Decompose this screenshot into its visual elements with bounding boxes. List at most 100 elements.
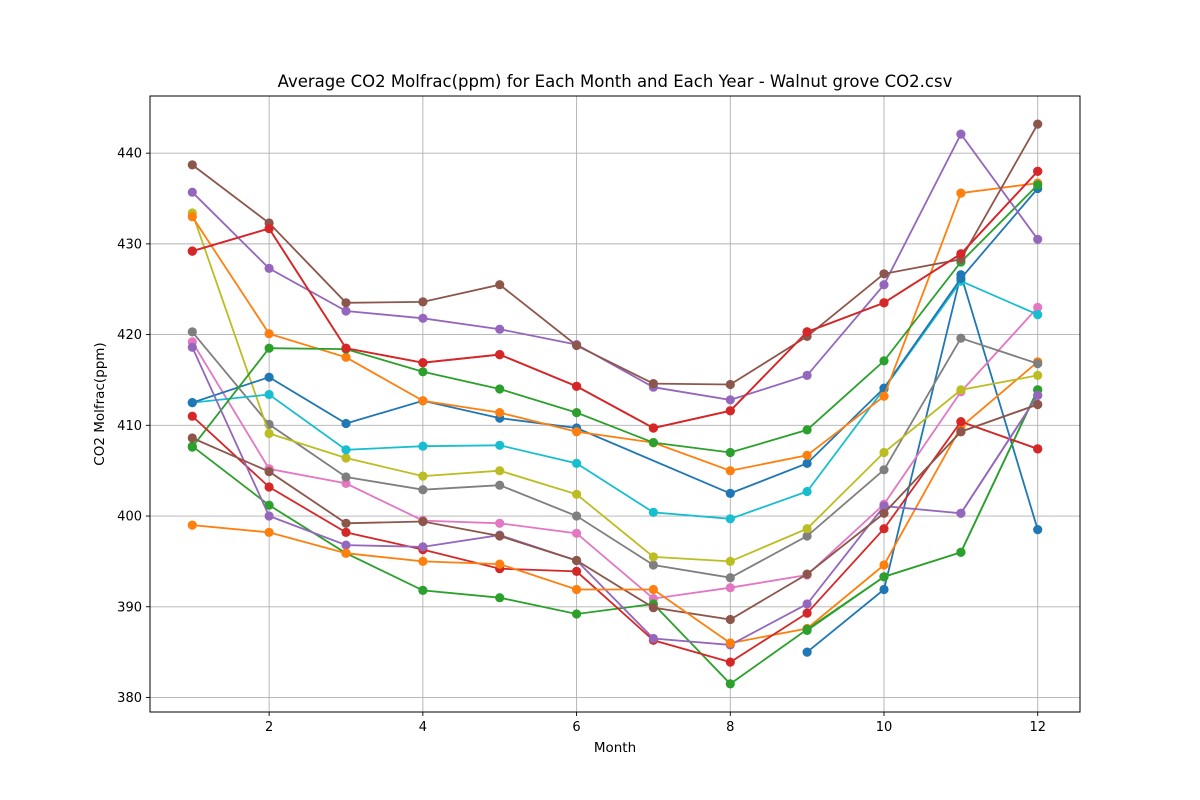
- data-point: [725, 488, 735, 498]
- series-line: [192, 170, 1039, 429]
- data-point: [879, 280, 889, 290]
- data-point: [341, 445, 351, 455]
- data-point: [725, 406, 735, 416]
- data-point: [956, 385, 966, 395]
- data-point: [648, 552, 659, 562]
- data-point: [264, 527, 274, 538]
- data-point: [879, 298, 889, 308]
- data-point: [956, 333, 966, 343]
- data-point: [648, 379, 659, 389]
- data-point: [725, 447, 735, 458]
- data-point: [341, 472, 351, 482]
- data-point: [1033, 444, 1043, 454]
- data-point: [572, 584, 582, 595]
- series-line: [192, 524, 731, 644]
- y-tick-label: 410: [117, 419, 142, 434]
- data-point: [648, 507, 659, 517]
- data-point: [187, 433, 197, 443]
- data-point: [572, 566, 582, 577]
- series-line: [191, 212, 1038, 563]
- data-point: [725, 657, 735, 667]
- data-point: [956, 417, 966, 427]
- data-point: [187, 160, 197, 170]
- chart-title: Average CO2 Molfrac(ppm) for Each Month …: [278, 72, 953, 91]
- data-point: [879, 465, 889, 475]
- data-point: [187, 441, 197, 451]
- data-point: [418, 556, 428, 567]
- data-point: [802, 327, 812, 337]
- data-point: [802, 608, 812, 618]
- data-point: [572, 408, 582, 418]
- data-point: [495, 559, 505, 569]
- series-21: [187, 520, 735, 648]
- data-point: [802, 624, 812, 635]
- data-point: [187, 212, 197, 222]
- series-line: [191, 403, 1039, 621]
- series-line: [191, 306, 1039, 600]
- y-tick-label: 420: [117, 328, 142, 343]
- data-point: [187, 246, 197, 256]
- data-point: [341, 478, 351, 488]
- data-point: [572, 489, 582, 499]
- data-point: [725, 679, 735, 689]
- data-point: [1033, 390, 1043, 400]
- data-point: [1033, 370, 1043, 380]
- data-point: [418, 367, 428, 377]
- series-15: [187, 119, 1043, 390]
- data-point: [341, 418, 351, 429]
- data-point: [802, 458, 812, 468]
- data-point: [879, 572, 889, 582]
- data-point: [495, 350, 505, 360]
- x-tick-label: 12: [1029, 720, 1046, 735]
- data-point: [418, 585, 428, 596]
- series-14: [187, 129, 1043, 405]
- x-tick-label: 6: [572, 720, 580, 735]
- data-point: [879, 584, 889, 595]
- data-point: [879, 508, 889, 518]
- data-point: [956, 188, 966, 198]
- data-point: [802, 647, 812, 657]
- data-point: [495, 531, 505, 541]
- data-point: [725, 614, 735, 625]
- data-point: [1033, 359, 1043, 369]
- data-point: [418, 358, 428, 368]
- data-point: [879, 391, 889, 401]
- data-point: [572, 458, 582, 468]
- data-point: [879, 447, 889, 458]
- data-point: [187, 411, 197, 421]
- series-line: [191, 331, 1038, 579]
- data-point: [725, 556, 735, 567]
- data-point: [418, 313, 428, 323]
- data-point: [264, 223, 274, 234]
- data-point: [264, 467, 274, 477]
- data-point: [418, 485, 428, 495]
- data-point: [572, 609, 582, 619]
- data-point: [956, 508, 966, 518]
- data-point: [879, 501, 889, 511]
- series-20: [187, 399, 1043, 625]
- data-point: [572, 381, 582, 391]
- data-point: [1033, 180, 1043, 190]
- plot-frame: [149, 95, 1081, 713]
- data-point: [879, 560, 889, 570]
- data-point: [264, 329, 274, 339]
- data-point: [879, 356, 889, 366]
- data-point: [341, 527, 351, 538]
- data-point: [879, 524, 889, 534]
- data-point: [879, 269, 889, 279]
- ticks: 2 4 6 8 10 12 380 390 400 410 420 430 440: [117, 147, 1046, 735]
- y-tick-label: 380: [117, 691, 142, 706]
- x-tick-label: 8: [726, 720, 734, 735]
- data-point: [187, 327, 197, 337]
- data-point: [418, 542, 428, 552]
- data-point: [956, 249, 966, 259]
- data-point: [1033, 399, 1043, 410]
- data-point: [802, 531, 812, 541]
- series-line: [191, 389, 1039, 686]
- data-point: [802, 486, 812, 497]
- data-point: [495, 518, 505, 528]
- data-point: [648, 423, 659, 433]
- series-line: [191, 132, 1039, 401]
- data-point: [341, 453, 351, 463]
